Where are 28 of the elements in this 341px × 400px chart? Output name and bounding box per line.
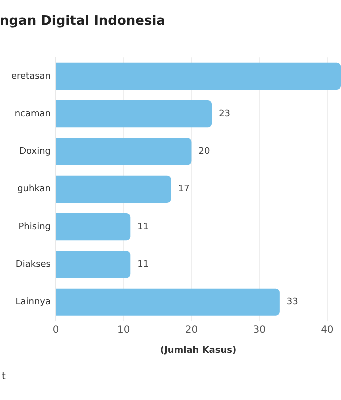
bar (56, 138, 192, 166)
x-tick-label: 30 (253, 324, 266, 336)
bar (56, 288, 280, 316)
y-tick-label: eretasan (11, 72, 51, 82)
data-label: 11 (138, 222, 150, 232)
bar (56, 251, 131, 278)
data-label: 17 (178, 184, 190, 195)
x-tick-label: 0 (52, 324, 60, 336)
chart-title: ngan Digital Indonesia (0, 14, 166, 30)
y-tick-label: Phising (18, 222, 51, 232)
x-axis-title: (Jumlah Kasus) (160, 346, 237, 356)
text: t (2, 372, 6, 383)
bar (56, 62, 341, 90)
x-tick-label: 40 (321, 324, 334, 336)
y-tick-label: Diakses (16, 260, 52, 270)
x-tick-label: 20 (185, 324, 198, 336)
data-label: 23 (219, 109, 231, 120)
y-tick-label: Lainnya (16, 298, 51, 308)
y-tick-label: ncaman (14, 109, 51, 120)
data-label: 11 (138, 260, 150, 270)
y-tick-label: guhkan (18, 184, 51, 195)
y-tick-label: Doxing (20, 147, 51, 158)
bar (56, 176, 172, 203)
x-tick-label: 10 (117, 324, 130, 336)
data-label: 20 (198, 147, 210, 158)
bar (56, 100, 212, 128)
data-label: 33 (286, 298, 298, 308)
bar (56, 214, 131, 241)
